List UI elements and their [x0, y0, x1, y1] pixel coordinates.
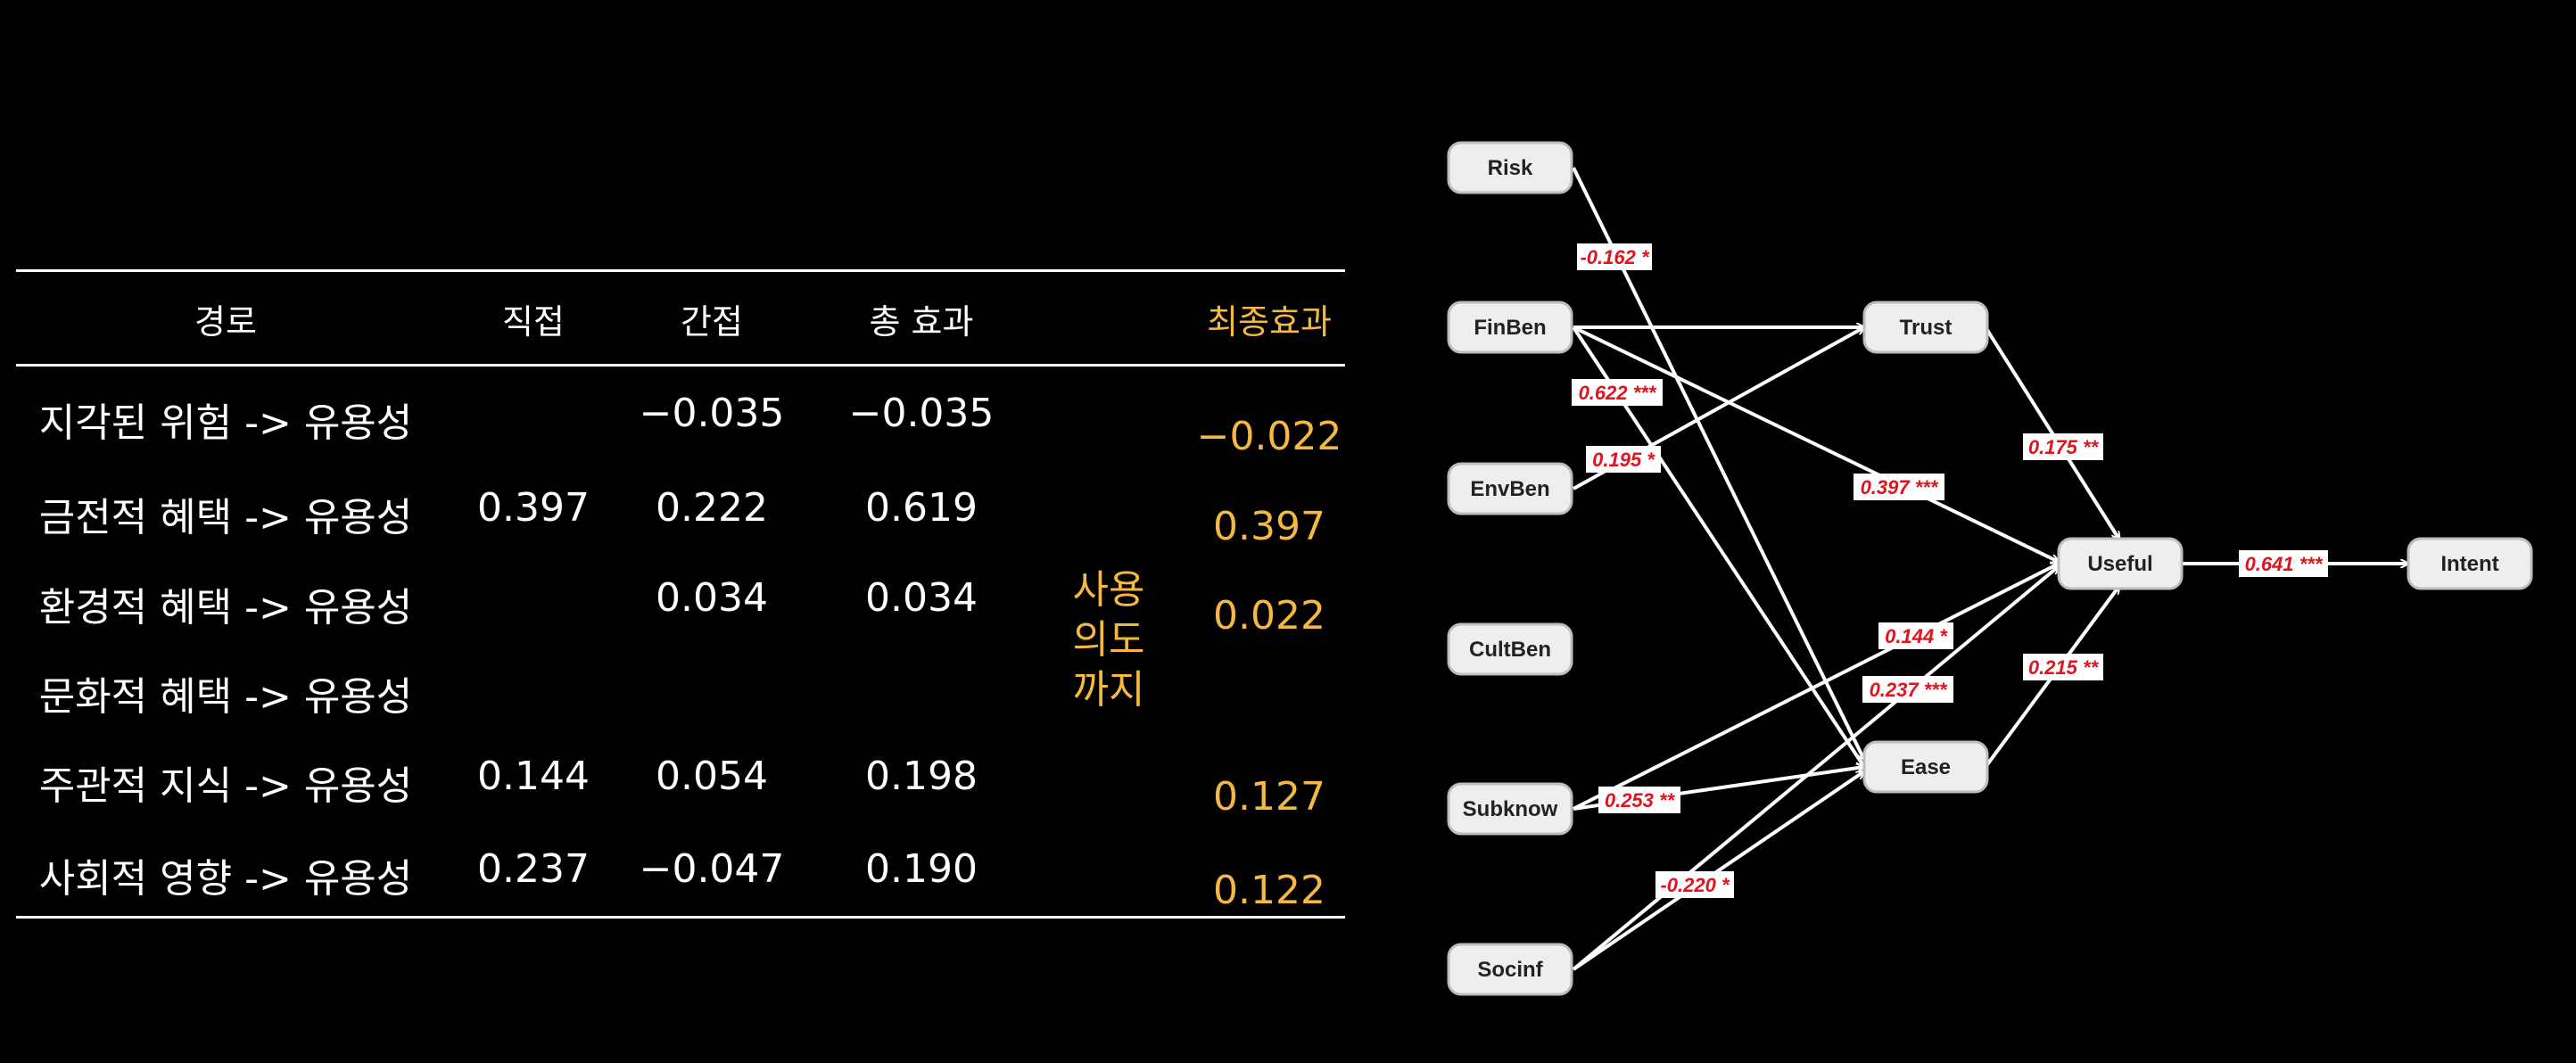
- edge-subknow-useful: [1573, 562, 2059, 811]
- final-effect-value: −0.022: [1196, 414, 1342, 459]
- header-final-effect: 최종효과: [1207, 302, 1332, 342]
- svg-text:EnvBen: EnvBen: [1470, 477, 1549, 501]
- target-label-line: 의도: [1072, 617, 1145, 663]
- table-row: 주관적 지식 -> 유용성 0.144 0.054 0.198: [16, 754, 1345, 843]
- row-indirect: 0.034: [656, 575, 768, 621]
- node-socinf: Socinf: [1447, 943, 1573, 996]
- edge-label: -0.220 *: [1655, 871, 1734, 898]
- row-indirect: 0.054: [656, 754, 768, 799]
- final-effect-value: 0.022: [1213, 593, 1325, 639]
- table-row: 문화적 혜택 -> 유용성: [16, 664, 1345, 754]
- row-indirect: −0.047: [639, 846, 785, 892]
- svg-text:Ease: Ease: [1901, 755, 1951, 779]
- table-row: 환경적 혜택 -> 유용성 0.034 0.034: [16, 575, 1345, 664]
- row-path: 문화적 혜택 -> 유용성: [38, 674, 413, 720]
- edge-socinf-ease: [1572, 771, 1864, 971]
- node-useful: Useful: [2057, 537, 2184, 590]
- svg-text:0.215 **: 0.215 **: [2028, 656, 2100, 679]
- node-envben: EnvBen: [1447, 462, 1573, 515]
- svg-text:-0.220 *: -0.220 *: [1660, 874, 1730, 896]
- svg-text:0.144 *: 0.144 *: [1885, 625, 1948, 647]
- svg-text:Useful: Useful: [2087, 552, 2152, 576]
- table-row: 사회적 영향 -> 유용성 0.237 −0.047 0.190: [16, 846, 1345, 935]
- row-total: 0.198: [865, 754, 978, 799]
- node-intent: Intent: [2407, 537, 2533, 590]
- final-effect-value: 0.397: [1213, 504, 1325, 549]
- header-indirect: 간접: [681, 302, 743, 342]
- target-label-line: 사용: [1072, 567, 1145, 613]
- svg-text:0.253 **: 0.253 **: [1605, 789, 1676, 812]
- row-indirect: −0.035: [639, 391, 785, 436]
- svg-text:Subknow: Subknow: [1463, 797, 1558, 821]
- row-total: 0.034: [865, 575, 978, 621]
- edge-label: 0.622 ***: [1572, 379, 1663, 406]
- table-bottom-rule: [16, 916, 1345, 919]
- edge-label: 0.237 ***: [1862, 676, 1953, 703]
- svg-text:CultBen: CultBen: [1469, 638, 1551, 662]
- node-finben: FinBen: [1447, 301, 1573, 354]
- row-path: 주관적 지식 -> 유용성: [38, 763, 413, 809]
- final-effect-value: 0.127: [1213, 774, 1325, 820]
- svg-text:FinBen: FinBen: [1474, 316, 1546, 340]
- svg-text:-0.162 *: -0.162 *: [1580, 246, 1649, 268]
- svg-text:Socinf: Socinf: [1477, 958, 1543, 982]
- table-top-rule: [16, 269, 1345, 272]
- row-total: 0.619: [865, 485, 978, 531]
- table-row: 지각된 위험 -> 유용성 −0.035 −0.035: [16, 391, 1345, 480]
- node-cultben: CultBen: [1447, 622, 1573, 676]
- edge-label: 0.253 **: [1598, 787, 1680, 813]
- svg-text:Risk: Risk: [1488, 156, 1533, 180]
- header-total: 총 효과: [869, 302, 974, 342]
- table-row: 금전적 혜택 -> 유용성 0.397 0.222 0.619: [16, 485, 1345, 574]
- svg-text:0.195 *: 0.195 *: [1592, 449, 1655, 471]
- svg-text:Trust: Trust: [1900, 316, 1953, 340]
- final-effect-value: 0.122: [1213, 868, 1325, 913]
- edge-finben-useful: [1573, 325, 2059, 564]
- row-path: 금전적 혜택 -> 유용성: [38, 495, 413, 540]
- row-path: 환경적 혜택 -> 유용성: [38, 585, 413, 630]
- row-total: −0.035: [848, 391, 995, 436]
- edge-socinf-useful: [1572, 566, 2059, 971]
- row-indirect: 0.222: [656, 485, 768, 531]
- row-direct: 0.397: [477, 485, 590, 531]
- header-path: 경로: [194, 302, 257, 342]
- svg-text:Intent: Intent: [2440, 552, 2498, 576]
- edge-label: 0.144 *: [1878, 622, 1953, 649]
- edge-label: -0.162 *: [1577, 243, 1652, 270]
- row-path: 사회적 영향 -> 유용성: [38, 856, 413, 902]
- svg-text:0.641 ***: 0.641 ***: [2245, 553, 2324, 575]
- target-label-line: 까지: [1072, 667, 1145, 713]
- svg-text:0.175 **: 0.175 **: [2028, 436, 2100, 458]
- node-subknow: Subknow: [1447, 782, 1573, 836]
- edge-label: 0.397 ***: [1854, 474, 1944, 500]
- row-direct: 0.237: [477, 846, 590, 892]
- svg-text:0.622 ***: 0.622 ***: [1579, 382, 1657, 404]
- table-header-rule: [16, 364, 1345, 367]
- edge-label: 0.215 **: [2023, 654, 2103, 680]
- effects-table: 경로 직접 간접 총 효과 최종효과 지각된 위험 -> 유용성 −0.035 …: [16, 269, 1345, 919]
- svg-text:0.237 ***: 0.237 ***: [1870, 679, 1948, 701]
- edge-label: 0.195 *: [1586, 446, 1661, 473]
- node-ease: Ease: [1862, 740, 1989, 794]
- edge-label: 0.175 **: [2023, 433, 2103, 460]
- row-direct: 0.144: [477, 754, 590, 799]
- header-direct: 직접: [502, 302, 565, 342]
- node-risk: Risk: [1447, 141, 1573, 194]
- row-path: 지각된 위험 -> 유용성: [38, 400, 413, 446]
- node-trust: Trust: [1862, 301, 1989, 354]
- row-total: 0.190: [865, 846, 978, 892]
- edge-label: 0.641 ***: [2239, 550, 2328, 577]
- svg-text:0.397 ***: 0.397 ***: [1861, 476, 1939, 499]
- target-label: 사용 의도 까지: [1024, 565, 1193, 715]
